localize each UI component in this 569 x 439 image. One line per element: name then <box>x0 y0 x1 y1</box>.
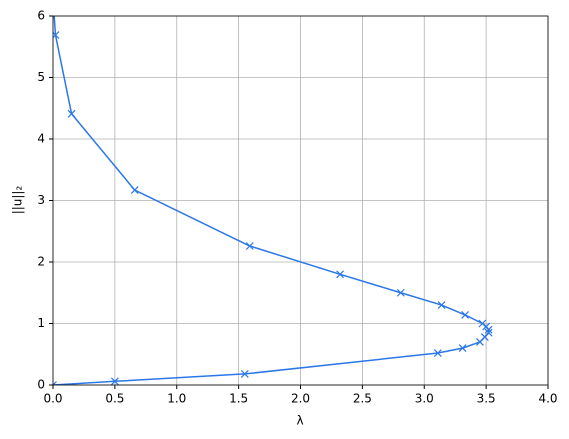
y-tick-label: 4 <box>37 132 45 146</box>
y-tick-label: 6 <box>37 9 45 23</box>
marker <box>130 186 139 194</box>
y-tick-label: 2 <box>37 255 45 269</box>
marker <box>336 270 345 279</box>
y-axis-label: ||u||₂ <box>11 186 25 215</box>
marker <box>396 288 405 297</box>
marker <box>458 344 467 353</box>
x-tick-label: 0.5 <box>105 392 124 406</box>
marker <box>437 301 446 309</box>
marker <box>240 370 249 378</box>
y-tick-label: 0 <box>37 378 45 392</box>
x-tick-label: 3.5 <box>477 392 496 406</box>
x-tick-label: 3.0 <box>415 392 434 406</box>
x-tick-label: 1.0 <box>167 392 186 406</box>
marker <box>461 310 470 319</box>
marker <box>484 328 493 337</box>
plot-frame <box>52 15 549 386</box>
y-tick-label: 3 <box>37 193 45 207</box>
x-tick-label: 2.5 <box>353 392 372 406</box>
y-tick-label: 5 <box>37 70 45 84</box>
y-tick-label: 1 <box>37 316 45 330</box>
marker <box>50 0 57 1</box>
x-tick-label: 2.0 <box>291 392 310 406</box>
x-tick-label: 4.0 <box>538 392 557 406</box>
marker <box>110 377 119 385</box>
marker <box>245 242 254 250</box>
plot-area <box>50 0 493 385</box>
x-tick-label: 1.5 <box>229 392 248 406</box>
marker <box>53 381 57 385</box>
series-line <box>53 16 490 385</box>
x-tick-label: 0.0 <box>43 392 62 406</box>
marker <box>433 349 442 357</box>
x-axis-label: λ <box>296 414 303 428</box>
marker <box>67 109 76 118</box>
marker <box>478 319 487 328</box>
